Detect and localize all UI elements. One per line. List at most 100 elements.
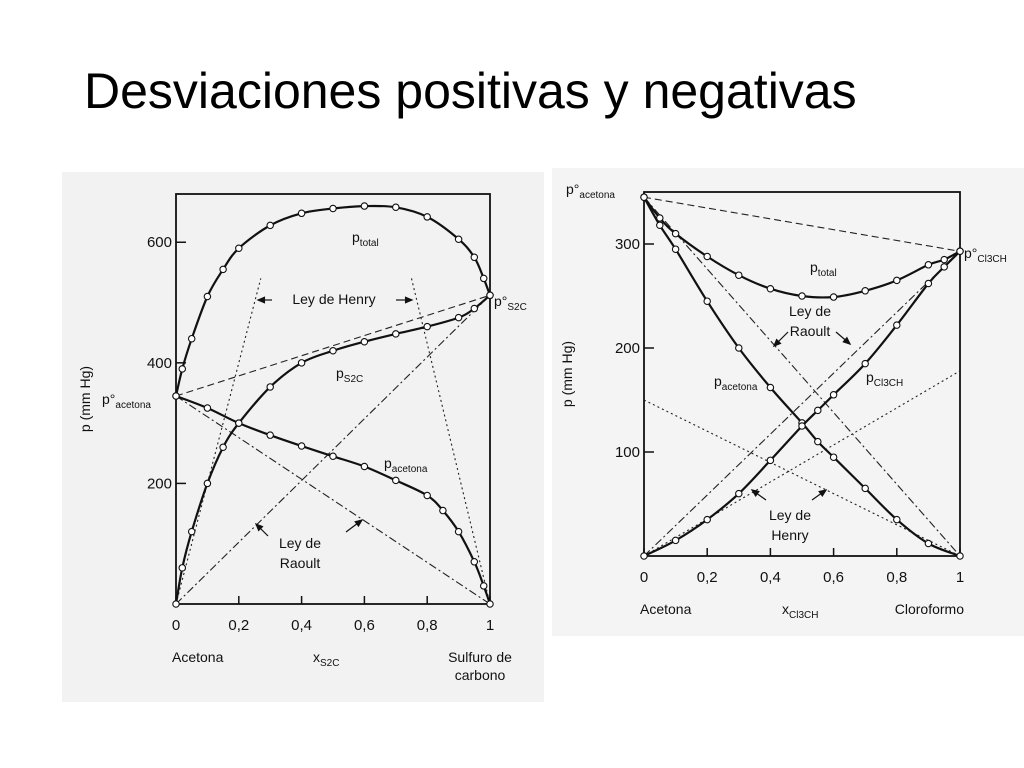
series-3-point xyxy=(766,456,775,465)
series-3-point xyxy=(439,506,447,515)
series-2-point xyxy=(671,245,680,253)
annotation-arrowhead-1 xyxy=(772,338,782,348)
series-2-point xyxy=(172,600,180,608)
series-2-point xyxy=(814,437,822,446)
plot-frame xyxy=(643,191,961,557)
annotation-arrowhead-3 xyxy=(254,522,264,532)
x-end-label-right-2: carbono xyxy=(455,667,506,683)
y-tick-label: 200 xyxy=(615,340,640,357)
series-1-point xyxy=(735,271,743,279)
henry-line-2 xyxy=(643,370,961,557)
series-1-point xyxy=(924,261,933,269)
raoult-line-a xyxy=(175,395,491,605)
series-1-point xyxy=(861,287,869,295)
raoult-total-line xyxy=(175,294,491,397)
series-3-point xyxy=(640,552,648,560)
annotation-arrowhead-4 xyxy=(818,489,828,498)
series-1-point xyxy=(671,229,680,238)
series-2-point xyxy=(656,221,664,230)
x-axis-label: xCl3CH xyxy=(782,601,818,621)
x-tick-label: 1 xyxy=(486,617,494,634)
x-tick-label: 0,2 xyxy=(228,617,249,634)
series-1-point xyxy=(219,265,227,274)
henry-line-2 xyxy=(410,278,491,605)
series-1-line xyxy=(643,196,961,299)
series-2-point xyxy=(861,484,869,493)
y-tick-label: 600 xyxy=(147,234,172,251)
series-3-point xyxy=(486,600,494,608)
y-axis-label: p (mm Hg) xyxy=(77,366,93,432)
series-1-point xyxy=(829,293,838,301)
series-3-point xyxy=(392,476,400,485)
x-tick-label: 0,6 xyxy=(354,617,375,634)
series-3-point xyxy=(454,527,463,536)
annotation-arrowhead-1 xyxy=(256,296,266,304)
series-1-point xyxy=(187,334,196,343)
pure-right-label: p°Cl3CH xyxy=(964,245,1007,265)
series-3-point xyxy=(297,442,306,450)
series-2-point xyxy=(703,297,711,305)
series-2-point xyxy=(924,539,933,548)
x-tick-label: 1 xyxy=(956,569,964,586)
annotation-raoult-2: Raoult xyxy=(280,555,321,571)
y-tick-label: 300 xyxy=(615,236,640,253)
series-2-point xyxy=(956,552,964,560)
y-tick-label: 200 xyxy=(147,475,172,492)
series-2-point xyxy=(178,564,187,572)
x-end-label-right-1: Sulfuro de xyxy=(448,649,512,665)
series-2-point xyxy=(297,359,306,367)
series-2-point xyxy=(735,344,743,352)
y-axis-label: p (mm Hg) xyxy=(559,341,575,407)
annotation-raoult-1: Ley de xyxy=(279,535,321,551)
x-end-label-right: Cloroformo xyxy=(895,601,964,617)
series-3-point xyxy=(940,263,948,271)
series-1-point xyxy=(703,252,711,261)
raoult-line-b xyxy=(175,294,491,605)
x-tick-label: 0,4 xyxy=(291,617,312,634)
series-2-point xyxy=(329,347,337,355)
series-1-line xyxy=(174,204,492,397)
series-2-label: pS2C xyxy=(336,365,363,385)
series-2-point xyxy=(187,527,196,536)
series-1-point xyxy=(479,274,488,283)
series-3-point xyxy=(172,392,180,400)
series-1-point xyxy=(329,204,337,213)
series-1-point xyxy=(893,276,901,285)
annotation-arrowhead-4 xyxy=(354,519,364,528)
series-3-point xyxy=(703,515,711,524)
series-1-point xyxy=(798,292,806,300)
slide-title: Desviaciones positivas y negativas xyxy=(84,63,857,119)
series-2-point xyxy=(203,479,212,488)
series-2-point xyxy=(470,304,479,313)
series-3-point xyxy=(671,536,680,545)
series-3-point xyxy=(735,489,743,498)
series-1-point xyxy=(423,213,431,221)
annotation-raoult-1: Ley de xyxy=(789,303,831,319)
chart-right-svg: 100 200 300 0 0,2 0,4 0,6 0,8 1 p (mm Hg) xCl3CH Ac… xyxy=(559,181,1007,621)
series-2-label: pacetona xyxy=(714,373,758,393)
series-3-point xyxy=(360,462,369,471)
series-3-point xyxy=(861,359,869,368)
series-1-point xyxy=(203,292,212,301)
series-1-point xyxy=(266,221,274,230)
annotation-arrowhead-3 xyxy=(750,489,760,498)
x-tick-label: 0,6 xyxy=(823,569,844,586)
annotation-raoult-2: Raoult xyxy=(790,323,831,339)
series-1-label: ptotal xyxy=(810,259,837,279)
series-3-point xyxy=(924,279,933,288)
series-3-point xyxy=(798,422,806,430)
series-3-point xyxy=(479,582,488,590)
chart-left-svg: 200 400 600 0 0,2 0,4 0,6 0,8 1 p (mm Hg) xS2C Acet… xyxy=(77,193,527,683)
x-tick-label: 0 xyxy=(172,617,180,634)
series-3-point xyxy=(266,431,274,439)
annotation-arrowhead-2 xyxy=(404,296,414,304)
series-3-label: pCl3CH xyxy=(866,369,903,389)
series-3-point xyxy=(814,406,822,415)
annotation-henry: Ley de Henry xyxy=(292,291,375,307)
series-3-point xyxy=(956,247,964,256)
series-3-point xyxy=(829,391,838,399)
pure-right-label: p°S2C xyxy=(494,293,527,313)
henry-line-1 xyxy=(643,399,961,557)
series-1-label: ptotal xyxy=(352,229,379,249)
x-end-label-left: Acetona xyxy=(640,601,692,617)
